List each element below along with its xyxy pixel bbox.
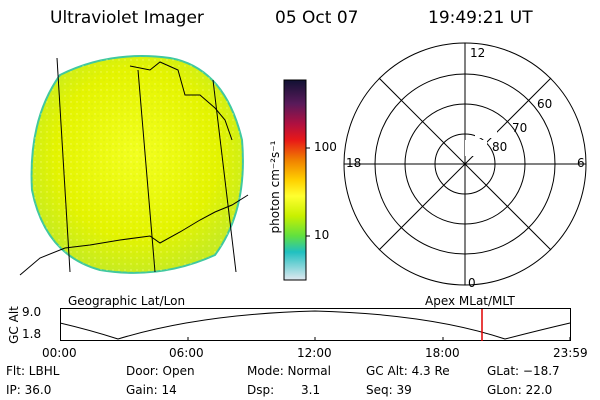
polar-plot	[343, 42, 587, 286]
status-mode: Mode: Normal	[247, 364, 331, 378]
coastline	[129, 61, 233, 141]
altitude-curve	[60, 310, 571, 340]
coastline	[19, 194, 249, 276]
polar-lat-60: 60	[537, 97, 553, 111]
timeline-xtick: 00:00	[42, 346, 77, 360]
timeline-ytick-low: 1.8	[22, 327, 42, 341]
timeline-left-title: Geographic Lat/Lon	[68, 294, 186, 308]
timeline-xtick: 12:00	[297, 346, 332, 360]
timeline-xtick: 18:00	[425, 346, 460, 360]
status-dsp-label: Dsp:	[247, 383, 275, 397]
colorbar-tick-10: 10	[314, 228, 330, 242]
timeline-ytick-high: 9.0	[22, 305, 42, 319]
status-dsp-value: 3.1	[301, 383, 321, 397]
image-date: 05 Oct 07	[275, 8, 359, 28]
meridian-line	[212, 79, 237, 273]
timeline-axis-label: GC Alt	[7, 306, 21, 344]
colorbar-unit-label: photon cm⁻²s⁻¹	[268, 140, 282, 234]
timeline-xtick: 06:00	[169, 346, 204, 360]
polar-mlt-18: 18	[346, 156, 362, 170]
status-glat: GLat: −18.7	[487, 364, 560, 378]
status-gc-alt: GC Alt: 4.3 Re	[366, 364, 450, 378]
status-seq: Seq: 39	[366, 383, 412, 397]
meridian-line	[137, 69, 156, 273]
colorbar-tick-100: 100	[314, 140, 337, 154]
meridian-line	[56, 57, 71, 273]
polar-mlt-12: 12	[470, 46, 486, 60]
colorbar	[283, 79, 310, 281]
status-gain: Gain: 14	[126, 383, 177, 397]
timeline-right-title: Apex MLat/MLT	[425, 294, 515, 308]
polar-lat-70: 70	[512, 121, 528, 135]
status-ip: IP: 36.0	[6, 383, 52, 397]
image-time: 19:49:21 UT	[428, 8, 533, 28]
polar-mlt-6: 6	[577, 156, 585, 170]
status-door: Door: Open	[126, 364, 195, 378]
status-filter: Flt: LBHL	[6, 364, 60, 378]
timeline-xtick: 23:59	[553, 346, 588, 360]
uv-disk-image	[19, 55, 249, 276]
polar-lat-80: 80	[492, 140, 508, 154]
polar-mlt-0: 0	[468, 276, 476, 290]
status-glon: GLon: 22.0	[487, 383, 553, 397]
altitude-timeline	[60, 308, 571, 341]
instrument-title: Ultraviolet Imager	[50, 8, 204, 28]
